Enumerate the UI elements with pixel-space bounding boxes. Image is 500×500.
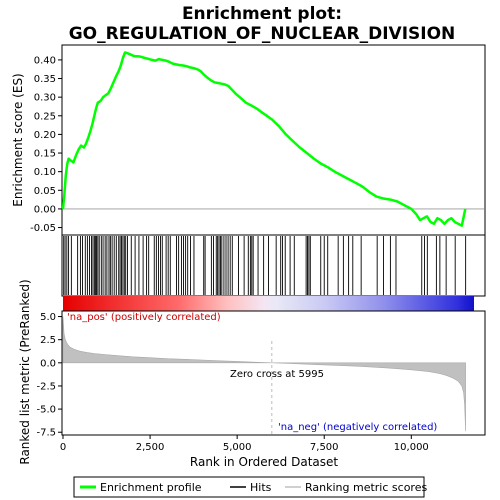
metric-ytick-label: 5.0 — [40, 312, 56, 323]
x-tick-label: 5,000 — [223, 442, 252, 453]
es-ytick-label: 0.35 — [34, 74, 56, 85]
legend-box — [73, 476, 425, 498]
pos-correlated-label: 'na_pos' (positively correlated) — [67, 312, 221, 323]
zero-cross-label: Zero cross at 5995 — [230, 369, 324, 380]
chart-title-line1: Enrichment plot: — [182, 4, 342, 24]
x-tick-label: 2,500 — [136, 442, 165, 453]
x-tick-label: 0 — [60, 442, 66, 453]
es-ytick-label: 0.10 — [34, 167, 56, 178]
x-axis: 0 2,500 5,000 7,500 10,000 — [60, 435, 429, 453]
legend: Enrichment profile Hits Ranking metric s… — [73, 476, 427, 498]
metric-ytick-label: -2.5 — [36, 381, 56, 392]
legend-metric-label: Ranking metric scores — [305, 481, 427, 494]
hits-panel-frame — [61, 234, 486, 297]
es-axis-label: Enrichment score (ES) — [11, 73, 25, 206]
chart-title-line2: GO_REGULATION_OF_NUCLEAR_DIVISION — [69, 24, 456, 44]
x-axis-label: Rank in Ordered Dataset — [190, 455, 338, 469]
metric-panel: -7.5 -5.0 -2.5 0.0 2.5 5.0 — [36, 312, 466, 439]
metric-ytick-label: 2.5 — [40, 335, 56, 346]
es-panel-frame — [61, 44, 486, 236]
es-ytick-label: 0.25 — [34, 111, 56, 122]
metric-ytick-label: -7.5 — [36, 428, 56, 439]
x-tick-label: 7,500 — [310, 442, 339, 453]
metric-axis-label: Ranked list metric (PreRanked) — [18, 279, 32, 464]
metric-panel-frame — [61, 310, 486, 436]
es-ytick-label: 0.00 — [34, 204, 56, 215]
es-panel: -0.05 0.00 0.05 0.10 0.15 0.20 0.25 0.30 0.35 0.4… — [30, 51, 484, 234]
es-ytick-label: 0.40 — [34, 55, 56, 66]
legend-hits-label: Hits — [250, 481, 272, 494]
legend-enrichment-label: Enrichment profile — [100, 481, 202, 494]
es-ytick-label: 0.15 — [34, 149, 56, 160]
es-ytick-label: 0.20 — [34, 130, 56, 141]
x-tick-label: 10,000 — [394, 442, 429, 453]
ranked-color-bar — [63, 296, 474, 311]
es-ytick-label: 0.30 — [34, 93, 56, 104]
neg-correlated-label: 'na_neg' (negatively correlated) — [278, 422, 437, 433]
es-ytick-label: -0.05 — [30, 223, 56, 234]
ranking-metric-area — [62, 316, 466, 432]
metric-ytick-label: 0.0 — [40, 358, 56, 369]
hits-panel — [63, 236, 467, 295]
metric-ytick-label: -5.0 — [36, 405, 56, 416]
es-ytick-label: 0.05 — [34, 186, 56, 197]
enrichment-profile-line — [61, 51, 467, 227]
